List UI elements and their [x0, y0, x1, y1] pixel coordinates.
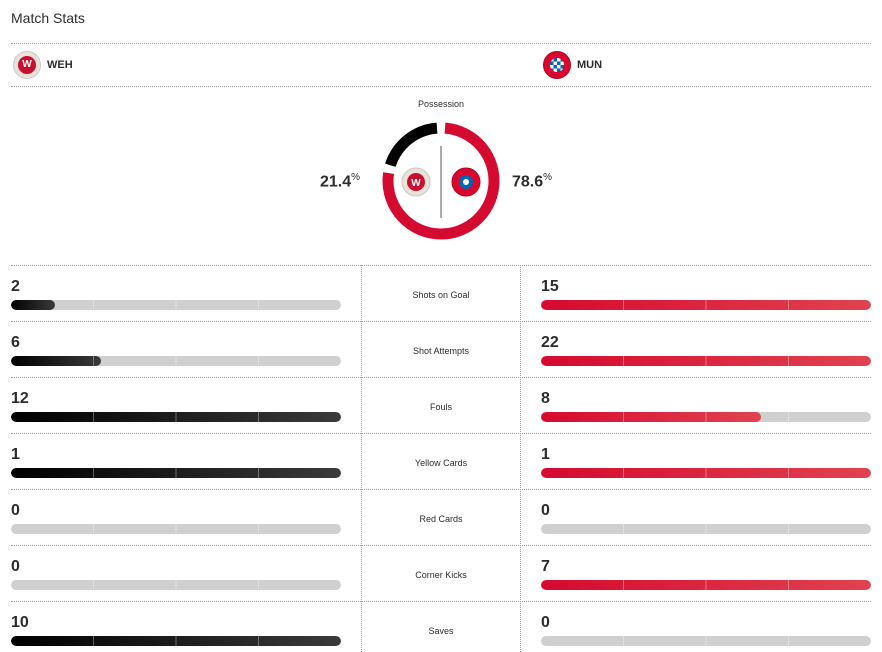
away-stat-value: 0: [541, 614, 550, 631]
away-stat-value: 8: [541, 390, 550, 407]
stat-label: Yellow Cards: [414, 458, 468, 468]
stat-label: Fouls: [429, 402, 452, 412]
away-stat-bar: [541, 356, 871, 366]
away-stat-value: 15: [541, 278, 559, 295]
divider: [11, 321, 871, 322]
home-stat-bar: [11, 636, 341, 646]
away-stat-bar: [541, 300, 871, 310]
home-stat-bar: [11, 468, 341, 478]
away-possession-value: 78.6%: [512, 172, 553, 191]
away-stat-bar: [541, 524, 871, 534]
home-stat-bar: [11, 356, 341, 366]
mun-logo-icon: [543, 51, 571, 79]
away-stat-bar-fill: [541, 356, 871, 366]
home-stat-value: 2: [11, 278, 20, 295]
possession-label: Possession: [417, 99, 465, 109]
home-stat-bar: [11, 580, 341, 590]
stat-label: Red Cards: [419, 514, 463, 524]
away-stat-bar: [541, 468, 871, 478]
home-stat-value: 10: [11, 614, 29, 631]
stat-row: 10 Saves 0: [0, 602, 882, 652]
divider: [11, 43, 871, 44]
away-stat-bar: [541, 580, 871, 590]
away-stat-value: 7: [541, 558, 550, 575]
away-possession-arc: [382, 122, 500, 240]
divider: [11, 86, 871, 87]
home-team-abbr: WEH: [47, 59, 73, 71]
stat-row: 1 Yellow Cards 1: [0, 434, 882, 490]
divider: [11, 601, 871, 602]
home-stat-bar-fill: [11, 412, 341, 422]
divider: [11, 489, 871, 490]
home-team: WEH: [13, 50, 73, 80]
away-stat-bar-fill: [541, 300, 871, 310]
away-stat-value: 22: [541, 334, 559, 351]
stat-row: 12 Fouls 8: [0, 378, 882, 434]
column-divider: [520, 265, 521, 652]
away-stat-value: 0: [541, 502, 550, 519]
away-stat-bar-fill: [541, 412, 762, 422]
divider: [11, 545, 871, 546]
home-stat-bar-fill: [11, 300, 55, 310]
home-stat-bar-fill: [11, 636, 341, 646]
away-stat-bar: [541, 636, 871, 646]
home-possession-value: 21.4%: [320, 172, 361, 191]
column-divider: [361, 265, 362, 652]
home-stat-value: 0: [11, 558, 20, 575]
away-team: MUN: [543, 50, 602, 80]
divider: [11, 265, 871, 266]
away-stat-bar: [541, 412, 871, 422]
divider: [11, 377, 871, 378]
stat-row: 2 Shots on Goal 15: [0, 266, 882, 322]
home-stat-value: 1: [11, 446, 20, 463]
stat-label: Saves: [428, 626, 454, 636]
stat-label: Corner Kicks: [415, 570, 467, 580]
away-team-abbr: MUN: [577, 59, 603, 71]
weh-logo-icon: W: [401, 167, 431, 197]
stat-row: 6 Shot Attempts 22: [0, 322, 882, 378]
home-stat-value: 0: [11, 502, 20, 519]
stat-row: 0 Red Cards 0: [0, 490, 882, 546]
home-stat-bar-fill: [11, 356, 102, 366]
away-stat-bar-fill: [541, 468, 871, 478]
home-stat-bar-fill: [11, 468, 341, 478]
away-stat-bar-fill: [541, 580, 871, 590]
stat-label: Shots on Goal: [412, 290, 470, 300]
stat-label: Shot Attempts: [412, 346, 470, 356]
home-possession-arc: [385, 122, 438, 168]
stat-row: 0 Corner Kicks 7: [0, 546, 882, 602]
home-stat-bar: [11, 300, 341, 310]
possession-donut-chart: W: [382, 122, 500, 240]
home-stat-value: 12: [11, 390, 29, 407]
match-stats-title: Match Stats: [11, 10, 85, 26]
away-stat-value: 1: [541, 446, 550, 463]
divider: [11, 433, 871, 434]
svg-text:W: W: [411, 178, 421, 189]
home-stat-value: 6: [11, 334, 20, 351]
home-stat-bar: [11, 412, 341, 422]
weh-logo-icon: [13, 51, 41, 79]
mun-logo-icon: [451, 167, 481, 197]
home-stat-bar: [11, 524, 341, 534]
